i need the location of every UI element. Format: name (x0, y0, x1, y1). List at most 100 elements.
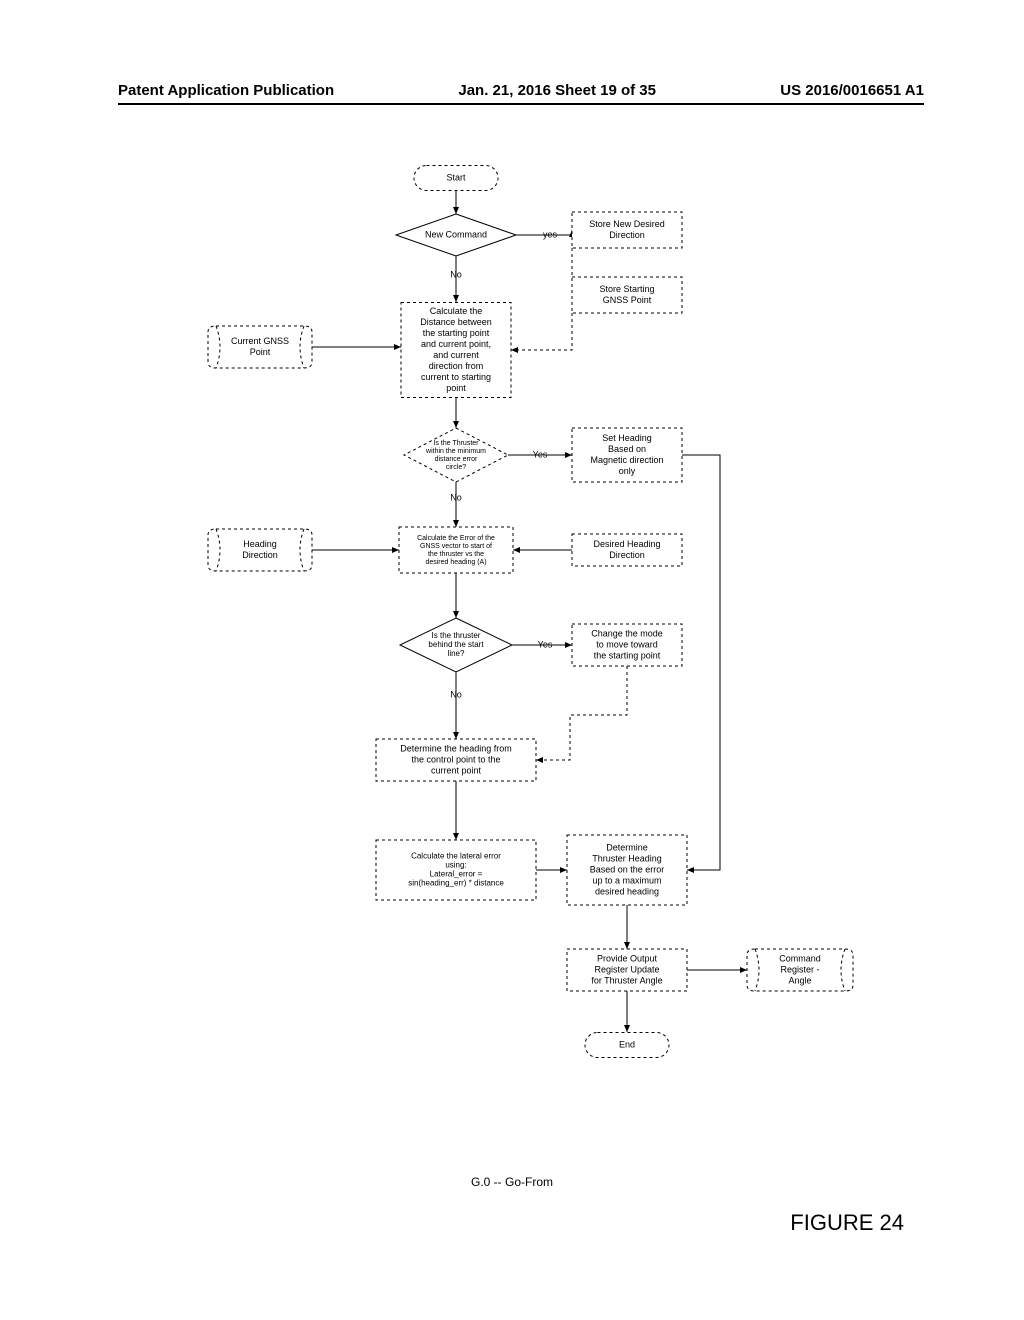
svg-text:Desired Heading: Desired Heading (593, 539, 660, 549)
edge (536, 666, 627, 760)
node-cmdreg: CommandRegister -Angle (747, 949, 853, 991)
header-center: Jan. 21, 2016 Sheet 19 of 35 (458, 82, 656, 99)
svg-text:Store Starting: Store Starting (599, 284, 654, 294)
svg-text:Yes: Yes (533, 449, 548, 459)
svg-text:Start: Start (446, 172, 466, 182)
svg-text:yes: yes (543, 229, 558, 239)
svg-text:sin(heading_err) * distance: sin(heading_err) * distance (408, 879, 504, 888)
svg-text:Yes: Yes (538, 639, 553, 649)
svg-text:the thruster vs the: the thruster vs the (428, 551, 484, 558)
node-storegnss: Store StartingGNSS Point (572, 277, 682, 313)
svg-text:Lateral_error =: Lateral_error = (430, 870, 483, 879)
node-calcerr: Calculate the Error of theGNSS vector to… (399, 527, 513, 573)
svg-text:circle?: circle? (446, 464, 466, 471)
svg-text:behind the start: behind the start (428, 640, 484, 649)
svg-text:Calculate the: Calculate the (430, 306, 483, 316)
node-thrustcirc: Is the Thrusterwithin the minimumdistanc… (404, 428, 508, 482)
svg-text:Is the thruster: Is the thruster (432, 631, 481, 640)
svg-text:and current: and current (433, 350, 479, 360)
edge (511, 313, 572, 350)
svg-text:Magnetic direction: Magnetic direction (590, 455, 663, 465)
svg-text:Provide Output: Provide Output (597, 953, 658, 963)
svg-text:New Command: New Command (425, 229, 487, 239)
svg-text:Distance between: Distance between (420, 317, 492, 327)
svg-text:Direction: Direction (609, 550, 645, 560)
node-yes1: yes (543, 229, 558, 239)
svg-text:Calculate the Error of the: Calculate the Error of the (417, 535, 495, 542)
node-yes3: Yes (538, 639, 553, 649)
svg-text:distance error: distance error (435, 456, 478, 463)
node-calclat: Calculate the lateral errorusing:Lateral… (376, 840, 536, 900)
svg-text:Determine the heading from: Determine the heading from (400, 743, 512, 753)
svg-text:direction from: direction from (429, 361, 484, 371)
node-start: Start (414, 166, 498, 191)
svg-text:line?: line? (448, 649, 465, 658)
figure-label: FIGURE 24 (790, 1210, 904, 1236)
node-headdir: HeadingDirection (208, 529, 312, 571)
svg-text:Change the mode: Change the mode (591, 628, 663, 638)
page: Patent Application Publication Jan. 21, … (0, 0, 1024, 1320)
node-no1: No (450, 269, 462, 279)
header-right: US 2016/0016651 A1 (780, 82, 924, 99)
node-yes2: Yes (533, 449, 548, 459)
node-end: End (585, 1033, 669, 1058)
svg-text:Store New Desired: Store New Desired (589, 219, 665, 229)
node-storedir: Store New DesiredDirection (572, 212, 682, 248)
node-deshead: Desired HeadingDirection (572, 534, 682, 566)
svg-text:Direction: Direction (609, 230, 645, 240)
page-header: Patent Application Publication Jan. 21, … (118, 82, 924, 105)
svg-text:and current point,: and current point, (421, 339, 491, 349)
svg-text:desired heading: desired heading (595, 886, 659, 896)
node-changemode: Change the modeto move towardthe startin… (572, 624, 682, 666)
node-setheadmag: Set HeadingBased onMagnetic directiononl… (572, 428, 682, 482)
svg-text:End: End (619, 1039, 635, 1049)
svg-text:to move toward: to move toward (596, 639, 658, 649)
svg-text:Register Update: Register Update (594, 964, 659, 974)
svg-text:Calculate the lateral error: Calculate the lateral error (411, 852, 501, 861)
svg-text:the control point to the: the control point to the (411, 754, 500, 764)
svg-text:point: point (446, 383, 466, 393)
svg-text:desired heading (A): desired heading (A) (425, 559, 486, 566)
node-dethead: Determine the heading fromthe control po… (376, 739, 536, 781)
node-detthrust: DetermineThruster HeadingBased on the er… (567, 835, 687, 905)
svg-text:for Thruster Angle: for Thruster Angle (591, 975, 662, 985)
svg-text:the starting point: the starting point (423, 328, 490, 338)
flowchart-svg: StartNew CommandStore New DesiredDirecti… (160, 155, 870, 1165)
node-calcdist: Calculate theDistance betweenthe startin… (401, 303, 511, 398)
edge (682, 455, 720, 870)
svg-text:Is the Thruster: Is the Thruster (433, 440, 479, 447)
svg-text:No: No (450, 492, 462, 502)
svg-text:No: No (450, 689, 462, 699)
svg-text:only: only (619, 466, 636, 476)
svg-text:No: No (450, 269, 462, 279)
svg-text:GNSS vector to start of: GNSS vector to start of (420, 543, 492, 550)
svg-text:up to a maximum: up to a maximum (592, 875, 661, 885)
flowchart-container: StartNew CommandStore New DesiredDirecti… (160, 155, 870, 1165)
svg-text:Command: Command (779, 953, 821, 963)
svg-text:the starting point: the starting point (594, 650, 661, 660)
node-provout: Provide OutputRegister Updatefor Thruste… (567, 949, 687, 991)
svg-text:Register -: Register - (780, 964, 819, 974)
svg-text:Set Heading: Set Heading (602, 433, 652, 443)
svg-text:GNSS Point: GNSS Point (603, 295, 652, 305)
svg-text:Current GNSS: Current GNSS (231, 336, 289, 346)
svg-text:Point: Point (250, 347, 271, 357)
svg-text:Angle: Angle (788, 975, 811, 985)
flowchart-caption: G.0 -- Go-From (0, 1175, 1024, 1189)
svg-text:using:: using: (445, 861, 466, 870)
svg-text:Heading: Heading (243, 539, 277, 549)
header-left: Patent Application Publication (118, 82, 334, 99)
svg-text:Based on the error: Based on the error (590, 864, 665, 874)
svg-text:current point: current point (431, 765, 482, 775)
svg-text:Direction: Direction (242, 550, 278, 560)
svg-text:Thruster Heading: Thruster Heading (592, 853, 662, 863)
svg-text:Determine: Determine (606, 842, 648, 852)
svg-text:current to starting: current to starting (421, 372, 491, 382)
svg-text:Based on: Based on (608, 444, 646, 454)
svg-text:within the minimum: within the minimum (425, 448, 486, 455)
node-behind: Is the thrusterbehind the startline? (400, 618, 512, 672)
node-no2: No (450, 492, 462, 502)
node-curgnss: Current GNSSPoint (208, 326, 312, 368)
node-newcmd: New Command (396, 214, 516, 256)
node-no3: No (450, 689, 462, 699)
